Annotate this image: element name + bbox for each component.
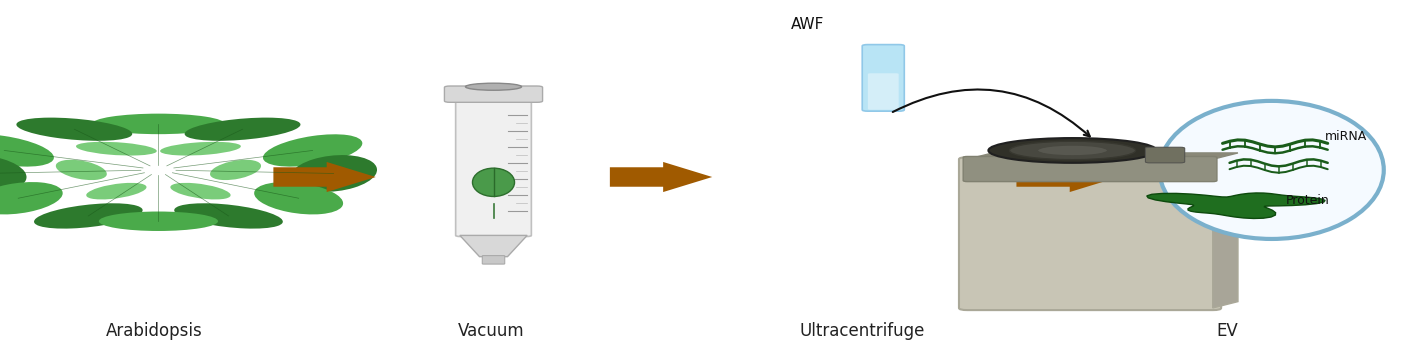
FancyBboxPatch shape [868, 73, 899, 110]
Text: Arabidopsis: Arabidopsis [105, 322, 203, 340]
Polygon shape [1213, 153, 1238, 308]
Ellipse shape [98, 211, 219, 231]
FancyBboxPatch shape [456, 100, 531, 236]
Ellipse shape [1159, 101, 1384, 239]
Ellipse shape [56, 160, 107, 180]
Text: Vacuum: Vacuum [457, 322, 524, 340]
Ellipse shape [0, 134, 53, 167]
FancyBboxPatch shape [1145, 147, 1185, 163]
FancyBboxPatch shape [444, 86, 543, 102]
Polygon shape [273, 162, 376, 192]
Ellipse shape [93, 114, 224, 134]
Text: Protein: Protein [1286, 194, 1329, 206]
Ellipse shape [34, 203, 143, 229]
Ellipse shape [170, 183, 231, 199]
Polygon shape [967, 153, 1238, 159]
Ellipse shape [160, 142, 241, 155]
Ellipse shape [86, 183, 147, 199]
Ellipse shape [210, 160, 261, 180]
Polygon shape [460, 235, 527, 257]
Polygon shape [1016, 162, 1119, 192]
Ellipse shape [1009, 141, 1136, 160]
Ellipse shape [174, 203, 283, 229]
FancyBboxPatch shape [959, 157, 1221, 310]
FancyBboxPatch shape [963, 156, 1217, 182]
Ellipse shape [76, 142, 157, 155]
Text: AWF: AWF [791, 17, 824, 32]
FancyBboxPatch shape [482, 256, 505, 264]
Ellipse shape [17, 118, 132, 141]
Ellipse shape [988, 138, 1157, 163]
Polygon shape [1147, 193, 1325, 218]
Ellipse shape [0, 182, 63, 215]
Polygon shape [610, 162, 712, 192]
Ellipse shape [472, 168, 515, 196]
Text: EV: EV [1216, 322, 1238, 340]
Text: miRNA: miRNA [1325, 130, 1367, 143]
Ellipse shape [465, 83, 522, 90]
Ellipse shape [264, 134, 362, 167]
Text: Ultracentrifuge: Ultracentrifuge [799, 322, 925, 340]
FancyBboxPatch shape [862, 45, 904, 111]
Ellipse shape [1037, 145, 1108, 156]
Ellipse shape [254, 182, 343, 215]
Ellipse shape [185, 118, 300, 141]
Ellipse shape [290, 155, 377, 192]
Ellipse shape [0, 155, 27, 192]
